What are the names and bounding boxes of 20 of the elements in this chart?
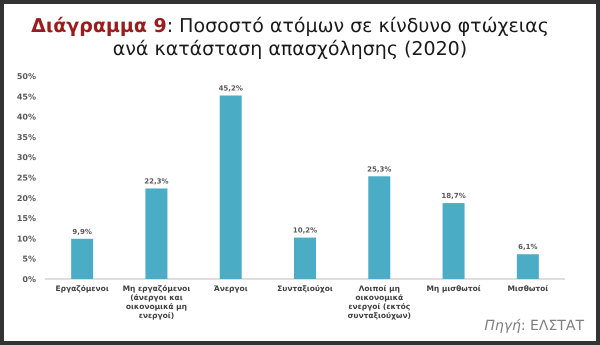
bar (294, 238, 316, 279)
y-tick-label: 0% (22, 275, 36, 284)
y-tick-label: 50% (16, 72, 36, 81)
bar (368, 176, 390, 279)
y-tick-label: 40% (16, 112, 36, 122)
y-tick-label: 15% (16, 214, 36, 224)
bar (442, 203, 465, 279)
bar (220, 95, 242, 279)
chart-title: Διάγραμμα 9: Ποσοστό ατόμων σε κίνδυνο φτώχειας ανά κατάσταση απασχόλησης (2020) (31, 15, 549, 60)
y-tick-label: 35% (16, 132, 36, 142)
y-tick-label: 5% (22, 254, 36, 264)
y-tick-label: 10% (16, 234, 36, 244)
y-tick-label: 45% (16, 92, 36, 102)
bar (516, 254, 539, 279)
y-tick-label: 20% (16, 194, 36, 203)
y-tick-label: 25% (16, 174, 36, 182)
bar (71, 238, 94, 279)
y-tick-label: 30% (16, 153, 36, 162)
bar (145, 188, 168, 279)
text: Πηγή: ΕΛΣΤΑΤ (484, 318, 584, 334)
